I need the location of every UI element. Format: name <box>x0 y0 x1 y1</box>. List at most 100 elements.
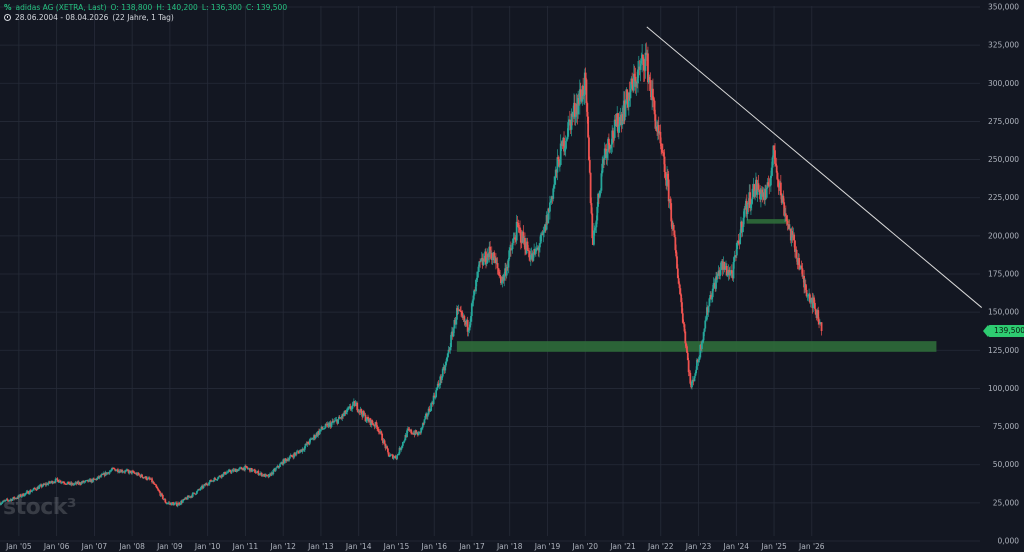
candle-body <box>687 360 690 373</box>
candle-body <box>578 89 581 105</box>
candle-body <box>733 257 736 263</box>
candle-body <box>72 483 75 485</box>
candle-body <box>770 167 773 176</box>
candle-body <box>471 300 474 304</box>
candle-body <box>704 320 707 329</box>
candle-body <box>685 343 688 347</box>
candle-body <box>257 471 260 475</box>
stock3-watermark: stock³ <box>3 495 77 520</box>
candle-body <box>660 143 663 147</box>
candle-body <box>750 199 753 205</box>
x-tick-label: Jan '09 <box>156 542 183 551</box>
candle-body <box>779 182 782 196</box>
candle-body <box>558 164 561 167</box>
candle-body <box>710 294 712 299</box>
candle-body <box>141 474 143 477</box>
candle-body <box>629 88 632 99</box>
candle-body <box>458 309 461 311</box>
candle-body <box>450 334 452 348</box>
candle-body <box>324 423 327 428</box>
date-range: 28.06.2004 - 08.04.2026 <box>15 13 109 22</box>
candle-body <box>574 116 577 118</box>
resistance-trendline[interactable] <box>646 26 983 308</box>
candle-body <box>517 222 520 228</box>
x-tick-label: Jan '16 <box>420 542 447 551</box>
candle-body <box>264 474 267 477</box>
candle-body <box>514 237 516 240</box>
candle-body <box>181 500 184 503</box>
candle-body <box>403 440 406 442</box>
candle-body <box>648 76 651 81</box>
candle-body <box>777 179 780 186</box>
candle-body <box>563 147 566 152</box>
candle-body <box>618 117 621 127</box>
candle-body <box>549 200 552 203</box>
candle-body <box>702 332 705 341</box>
candle-body <box>666 173 669 180</box>
candle-body <box>677 278 680 284</box>
candle-body <box>612 137 615 139</box>
candle-body <box>463 316 466 323</box>
last-price-badge: 139,500 <box>982 325 1024 337</box>
y-tick-label: 300,000 <box>988 79 1019 88</box>
candle-body <box>131 471 133 474</box>
candle-body <box>371 420 374 424</box>
candle-body <box>48 481 51 483</box>
chart-grid <box>0 6 980 542</box>
candle-body <box>227 470 230 473</box>
candle-body <box>568 119 570 123</box>
candle-body <box>47 483 50 485</box>
candle-body <box>549 202 551 212</box>
candle-body <box>750 204 752 209</box>
candle-body <box>225 472 228 474</box>
candle-body <box>751 188 754 200</box>
candle-body <box>377 428 380 433</box>
candle-body <box>593 227 596 231</box>
candle-body <box>65 484 68 485</box>
candle-body <box>681 313 684 323</box>
candle-body <box>35 489 38 491</box>
candle-body <box>38 486 40 489</box>
candle-body <box>508 250 511 260</box>
candle-body <box>106 472 109 475</box>
candle-body <box>720 262 722 271</box>
candle-body <box>49 482 52 484</box>
candle-body <box>686 346 688 353</box>
candle-body <box>608 144 611 150</box>
candle-body <box>679 288 682 295</box>
candle-body <box>684 331 687 344</box>
candle-body <box>739 232 742 245</box>
candle-body <box>583 72 586 95</box>
x-tick-label: Jan '25 <box>760 542 787 551</box>
candle-body <box>599 190 602 192</box>
candle-body <box>735 243 738 256</box>
candle-body <box>670 203 673 222</box>
candle-body <box>678 283 681 289</box>
candle-body <box>689 372 692 384</box>
candle-body <box>542 231 545 235</box>
candle-body <box>813 297 815 303</box>
candle-body <box>642 54 644 59</box>
candle-body <box>532 252 535 261</box>
candle-body <box>123 471 126 473</box>
candle-body <box>352 402 354 406</box>
candle-body <box>753 184 756 197</box>
candle-body <box>381 433 384 441</box>
candle-body <box>127 469 129 471</box>
candle-body <box>290 454 293 457</box>
candle-body <box>725 266 728 276</box>
candle-body <box>786 220 789 226</box>
x-tick-label: Jan '20 <box>571 542 598 551</box>
candle-body <box>205 483 208 485</box>
candle-body <box>341 414 344 419</box>
candle-body <box>489 246 492 254</box>
candle-body <box>115 470 118 472</box>
candle-body <box>771 157 774 168</box>
candle-body <box>499 274 501 277</box>
candle-body <box>380 431 383 434</box>
candle-body <box>594 227 597 229</box>
candle-body <box>63 482 65 484</box>
candle-body <box>436 383 439 389</box>
candle-body <box>653 100 656 115</box>
